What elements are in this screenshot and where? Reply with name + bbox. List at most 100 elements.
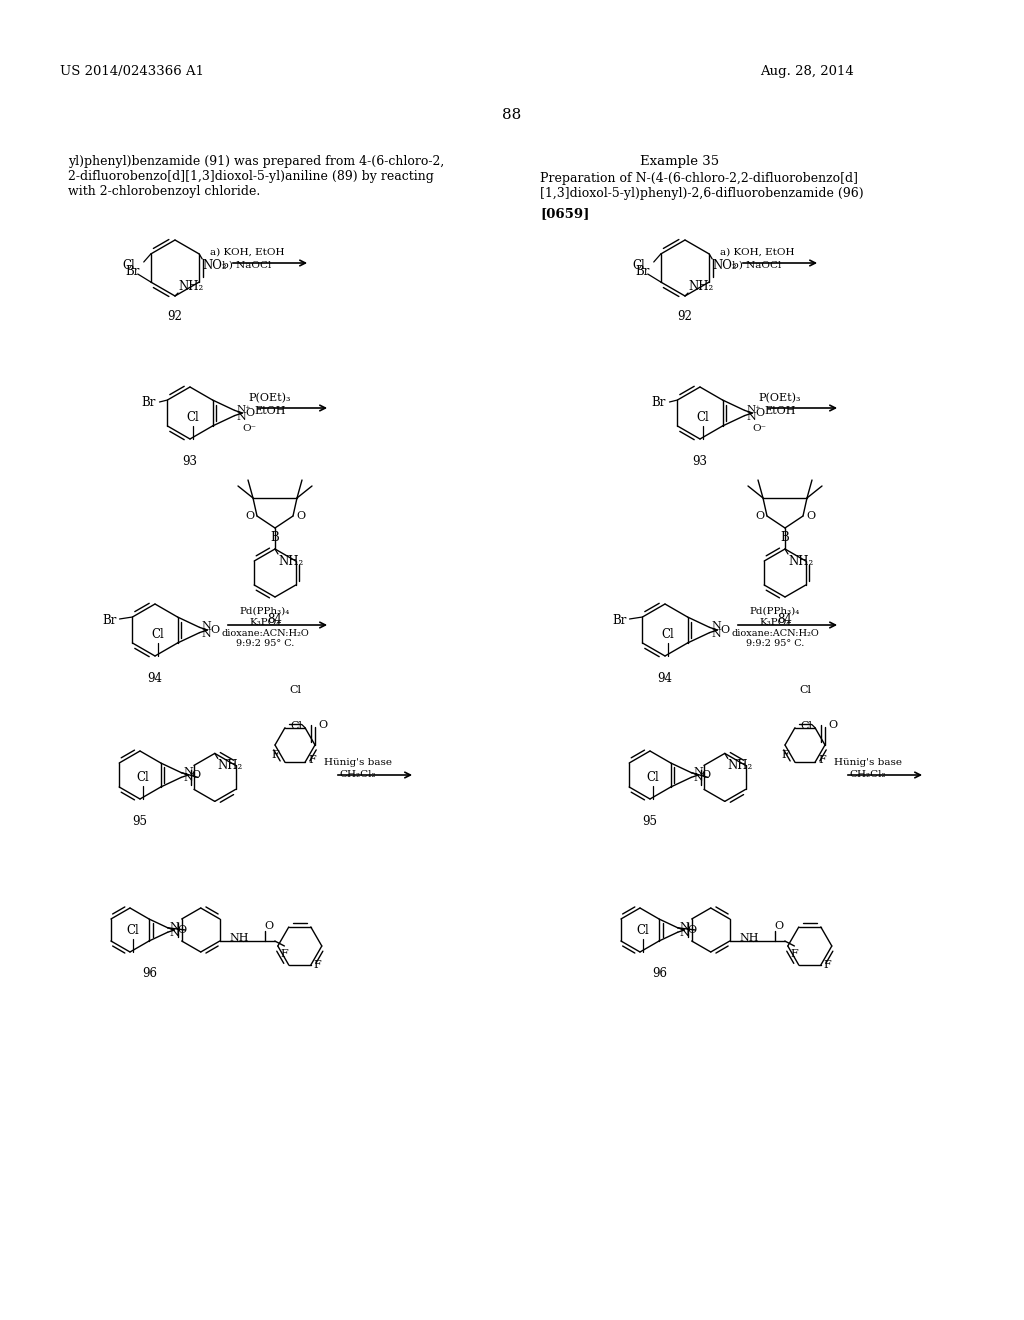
Text: Cl: Cl [186,411,200,424]
Text: O: O [245,511,254,521]
Text: N: N [170,928,179,939]
Text: [1,3]dioxol-5-yl)phenyl)-2,6-difluorobenzamide (96): [1,3]dioxol-5-yl)phenyl)-2,6-difluoroben… [540,187,863,201]
Text: 93: 93 [692,455,708,469]
Text: O: O [806,511,815,521]
Text: NO₂: NO₂ [203,259,227,272]
Text: Br: Br [125,265,139,279]
Text: Hünig's base: Hünig's base [834,758,902,767]
Text: O: O [177,925,186,935]
Text: F: F [271,750,279,760]
Text: F: F [281,949,289,960]
Text: O: O [756,408,765,418]
Text: O: O [721,624,729,635]
Text: O: O [701,770,711,780]
Text: CH₂Cl₂: CH₂Cl₂ [340,770,376,779]
Text: Cl: Cl [290,721,302,731]
Text: N: N [712,622,721,631]
Text: 2-difluorobenzo[d][1,3]dioxol-5-yl)aniline (89) by reacting: 2-difluorobenzo[d][1,3]dioxol-5-yl)anili… [68,170,434,183]
Text: N: N [693,774,702,783]
Text: 96: 96 [652,968,668,979]
Text: O: O [755,511,764,521]
Text: NH₂: NH₂ [178,280,203,293]
Text: Cl: Cl [662,628,675,642]
Text: N⁺: N⁺ [746,405,761,414]
Text: Br: Br [612,614,627,627]
Text: 88: 88 [503,108,521,121]
Text: dioxane:ACN:H₂O: dioxane:ACN:H₂O [221,630,309,638]
Text: a) KOH, EtOH: a) KOH, EtOH [210,248,285,257]
Text: N⁺: N⁺ [237,405,251,414]
Text: Cl: Cl [289,685,301,696]
Text: N: N [183,767,193,776]
Text: Pd(PPh₃)₄: Pd(PPh₃)₄ [240,607,290,616]
Text: Cl: Cl [152,628,165,642]
Text: with 2-chlorobenzoyl chloride.: with 2-chlorobenzoyl chloride. [68,185,260,198]
Text: P(OEt)₃: P(OEt)₃ [759,393,801,404]
Text: O: O [210,624,219,635]
Text: EtOH: EtOH [764,407,796,416]
Text: Cl: Cl [696,411,710,424]
Text: NH: NH [229,933,249,942]
Text: O: O [775,921,784,931]
Text: N: N [680,928,689,939]
Text: K₃PO₄: K₃PO₄ [760,618,791,627]
Text: Hünig's base: Hünig's base [324,758,392,767]
Text: NH₂: NH₂ [788,554,813,568]
Text: Aug. 28, 2014: Aug. 28, 2014 [760,65,854,78]
Text: Cl: Cl [637,924,649,937]
Text: O: O [687,925,696,935]
Text: N: N [183,774,193,783]
Text: 94: 94 [657,672,673,685]
Text: O⁻: O⁻ [243,425,257,433]
Text: CH₂Cl₂: CH₂Cl₂ [850,770,887,779]
Text: Pd(PPh₃)₄: Pd(PPh₃)₄ [750,607,800,616]
Text: Br: Br [635,265,650,279]
Text: F: F [818,755,825,766]
Text: F: F [308,755,315,766]
Text: a) KOH, EtOH: a) KOH, EtOH [720,248,795,257]
Text: US 2014/0243366 A1: US 2014/0243366 A1 [60,65,204,78]
Text: N: N [202,622,211,631]
Text: F: F [781,750,788,760]
Text: B: B [270,531,280,544]
Text: Cl: Cl [122,259,135,272]
Text: Cl: Cl [646,771,659,784]
Text: 95: 95 [132,814,147,828]
Text: NH₂: NH₂ [218,759,243,772]
Text: EtOH: EtOH [254,407,286,416]
Text: F: F [313,960,322,970]
Text: Br: Br [651,396,666,409]
Text: O⁻: O⁻ [753,425,767,433]
Text: K₃PO₄: K₃PO₄ [249,618,281,627]
Text: N: N [746,412,757,421]
Text: 92: 92 [678,310,692,323]
Text: N: N [693,767,702,776]
Text: NH₂: NH₂ [278,554,303,568]
Text: O: O [828,719,838,730]
Text: b) NaOCl: b) NaOCl [732,261,781,271]
Text: 84: 84 [777,612,793,626]
Text: Preparation of N-(4-(6-chloro-2,2-difluorobenzo[d]: Preparation of N-(4-(6-chloro-2,2-difluo… [540,172,858,185]
Text: F: F [791,949,799,960]
Text: O: O [318,719,327,730]
Text: NH₂: NH₂ [688,280,714,293]
Text: Example 35: Example 35 [640,154,720,168]
Text: b) NaOCl: b) NaOCl [222,261,271,271]
Text: Cl: Cl [799,685,811,696]
Text: Cl: Cl [800,721,812,731]
Text: NH₂: NH₂ [728,759,753,772]
Text: Cl: Cl [632,259,645,272]
Text: 9:9:2 95° C.: 9:9:2 95° C. [745,639,804,648]
Text: F: F [823,960,831,970]
Text: 92: 92 [168,310,182,323]
Text: 94: 94 [147,672,163,685]
Text: N: N [712,628,721,639]
Text: 93: 93 [182,455,198,469]
Text: NH: NH [739,933,760,942]
Text: NO₂: NO₂ [713,259,737,272]
Text: dioxane:ACN:H₂O: dioxane:ACN:H₂O [731,630,819,638]
Text: P(OEt)₃: P(OEt)₃ [249,393,291,404]
Text: 9:9:2 95° C.: 9:9:2 95° C. [236,639,294,648]
Text: N: N [202,628,211,639]
Text: O: O [265,921,274,931]
